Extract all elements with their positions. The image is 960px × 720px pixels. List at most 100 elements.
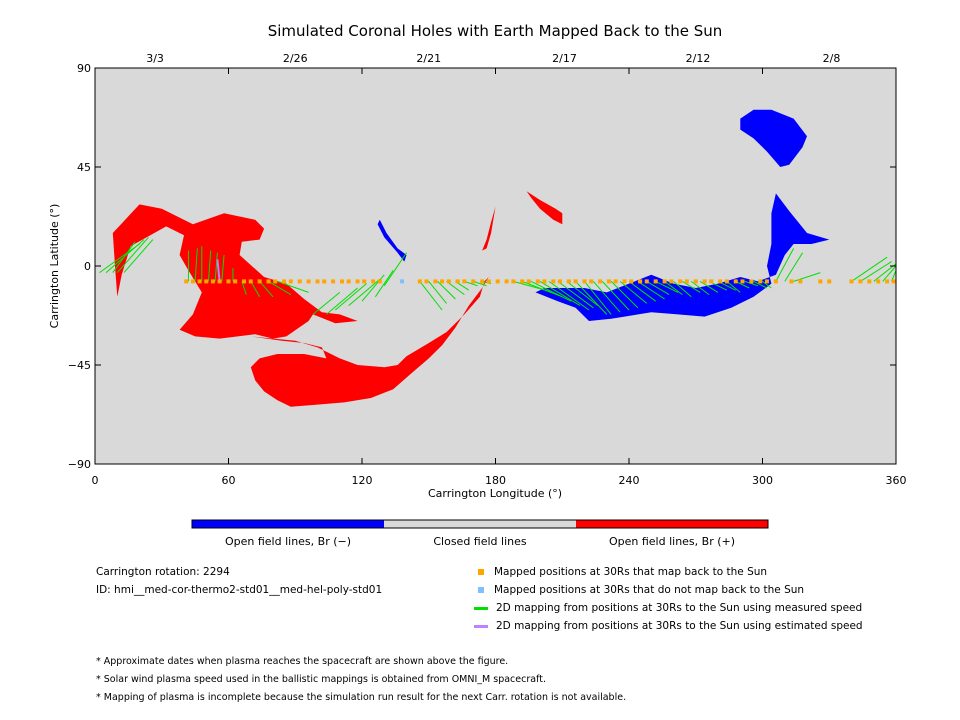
measured-speed-mapping-line [628, 280, 656, 302]
measured-speed-mapping-line [664, 280, 683, 296]
mapped-position-marker [242, 279, 247, 284]
measured-speed-mapping-line [548, 280, 590, 311]
x-tick-label: 360 [886, 474, 907, 487]
mapped-position-marker [424, 279, 429, 284]
mapped-position-marker [733, 279, 738, 284]
arrival-date-label: 2/21 [416, 52, 441, 65]
mapped-position-marker [644, 279, 649, 284]
legend-item: 2D mapping from positions at 30Rs to the… [474, 602, 863, 614]
note-speed-source: * Solar wind plasma speed used in the ba… [96, 674, 546, 685]
measured-speed-mapping-line [446, 280, 465, 296]
mapped-position-marker [542, 279, 547, 284]
mapped-position-marker [798, 279, 803, 284]
measured-speed-mapping-line [775, 248, 795, 282]
colorbar-frame [191, 519, 769, 529]
colorbar-label: Open field lines, Br (+) [609, 535, 735, 548]
x-tick-label: 300 [752, 474, 773, 487]
mapped-position-marker [204, 279, 209, 284]
mapped-position-marker [740, 279, 745, 284]
mapped-position-marker [480, 279, 485, 284]
mapped-position-marker [622, 279, 627, 284]
measured-speed-mapping-line [374, 270, 394, 298]
legend-square-swatch [478, 587, 484, 593]
measured-speed-mapping-line [326, 287, 358, 315]
mapped-position-marker [606, 279, 611, 284]
measured-speed-mapping-line [610, 281, 639, 309]
mapped-position-marker [558, 279, 563, 284]
legend-label: 2D mapping from positions at 30Rs to the… [496, 602, 863, 614]
coronal-hole-positive-1 [250, 277, 489, 407]
x-tick-label: 60 [222, 474, 236, 487]
x-tick-label: 180 [485, 474, 506, 487]
x-tick-label: 240 [619, 474, 640, 487]
mapped-position-marker [662, 279, 667, 284]
mapped-position-marker [315, 279, 320, 284]
mapped-position-marker [520, 279, 525, 284]
measured-speed-mapping-line [566, 281, 599, 306]
field-line-colorbar: Open field lines, Br (−) Closed field lin… [191, 519, 769, 548]
mapped-position-marker [758, 279, 763, 284]
legend-square-swatch [478, 569, 484, 575]
measured-speed-mapping-line [428, 281, 447, 304]
measured-speed-mapping-line [250, 281, 261, 298]
arrival-date-label: 2/8 [823, 52, 841, 65]
x-axis-label: Carrington Longitude (°) [428, 487, 562, 500]
measured-speed-mapping-line [753, 280, 768, 289]
note-dates: * Approximate dates when plasma reaches … [96, 656, 509, 667]
chart-title: Simulated Coronal Holes with Earth Mappe… [268, 22, 723, 40]
mapping-lines [99, 237, 897, 315]
unmapped-position-marker [400, 279, 405, 284]
mapped-position-marker [282, 279, 287, 284]
legend-label: Mapped positions at 30Rs that map back t… [494, 566, 768, 578]
mapped-position-marker [339, 279, 344, 284]
mapped-position-marker [702, 279, 707, 284]
carrington-rotation-label: Carrington rotation: 2294 [96, 566, 230, 578]
y-tick-label: 0 [84, 260, 91, 273]
colorbar-segment [192, 520, 384, 528]
simulation-id-label: ID: hmi__med-cor-thermo2-std01__med-hel-… [96, 584, 383, 596]
measured-speed-mapping-line [383, 252, 407, 287]
mapped-position-marker [322, 279, 327, 284]
colorbar-label: Closed field lines [433, 535, 527, 548]
measured-speed-mapping-line [784, 252, 803, 282]
measured-speed-mapping-line [655, 280, 679, 293]
measured-speed-mapping-line [575, 281, 608, 315]
mapped-position-marker [495, 279, 500, 284]
mapped-position-marker [257, 279, 262, 284]
mapped-position-marker [455, 279, 460, 284]
measured-speed-mapping-line [851, 256, 888, 282]
x-tick-label: 0 [92, 474, 99, 487]
measured-speed-mapping-line [473, 280, 487, 287]
mapped-position-markers [184, 279, 896, 284]
measured-speed-mapping-line [584, 281, 612, 315]
mapped-position-marker [217, 279, 222, 284]
arrival-date-label: 3/3 [146, 52, 164, 65]
mapped-position-marker [827, 279, 832, 284]
mapped-position-marker [566, 279, 571, 284]
mapped-position-marker [818, 279, 823, 284]
mapped-position-marker [377, 279, 382, 284]
mapped-position-marker [197, 279, 202, 284]
measured-speed-mapping-line [762, 280, 772, 289]
measured-speed-mapping-line [673, 281, 692, 298]
arrival-date-label: 2/12 [686, 52, 711, 65]
mapped-position-marker [709, 279, 714, 284]
measured-speed-mapping-line [334, 283, 367, 311]
mapped-position-marker [773, 279, 778, 284]
x-tick-label: 120 [352, 474, 373, 487]
y-tick-label: 45 [77, 161, 91, 174]
coronal-hole-positive-0 [112, 204, 358, 339]
measured-speed-mapping-line [601, 281, 630, 311]
mapped-position-marker [266, 279, 271, 284]
mapped-position-marker [471, 279, 476, 284]
mapped-position-marker [462, 279, 467, 284]
axis-ticks: 0 60 120 180 240 300 360 90 45 0 −45 −90 3/3 2/26 2/21… [68, 52, 907, 487]
measured-speed-mapping-line [726, 281, 741, 293]
legend-label: 2D mapping from positions at 30Rs to the… [496, 620, 863, 632]
measured-speed-mapping-line [873, 263, 897, 282]
measured-speed-mapping-line [241, 281, 247, 295]
mapped-position-marker [306, 279, 311, 284]
mapped-position-marker [226, 279, 231, 284]
legend-line-swatch [474, 624, 488, 628]
mapped-position-marker [526, 279, 531, 284]
